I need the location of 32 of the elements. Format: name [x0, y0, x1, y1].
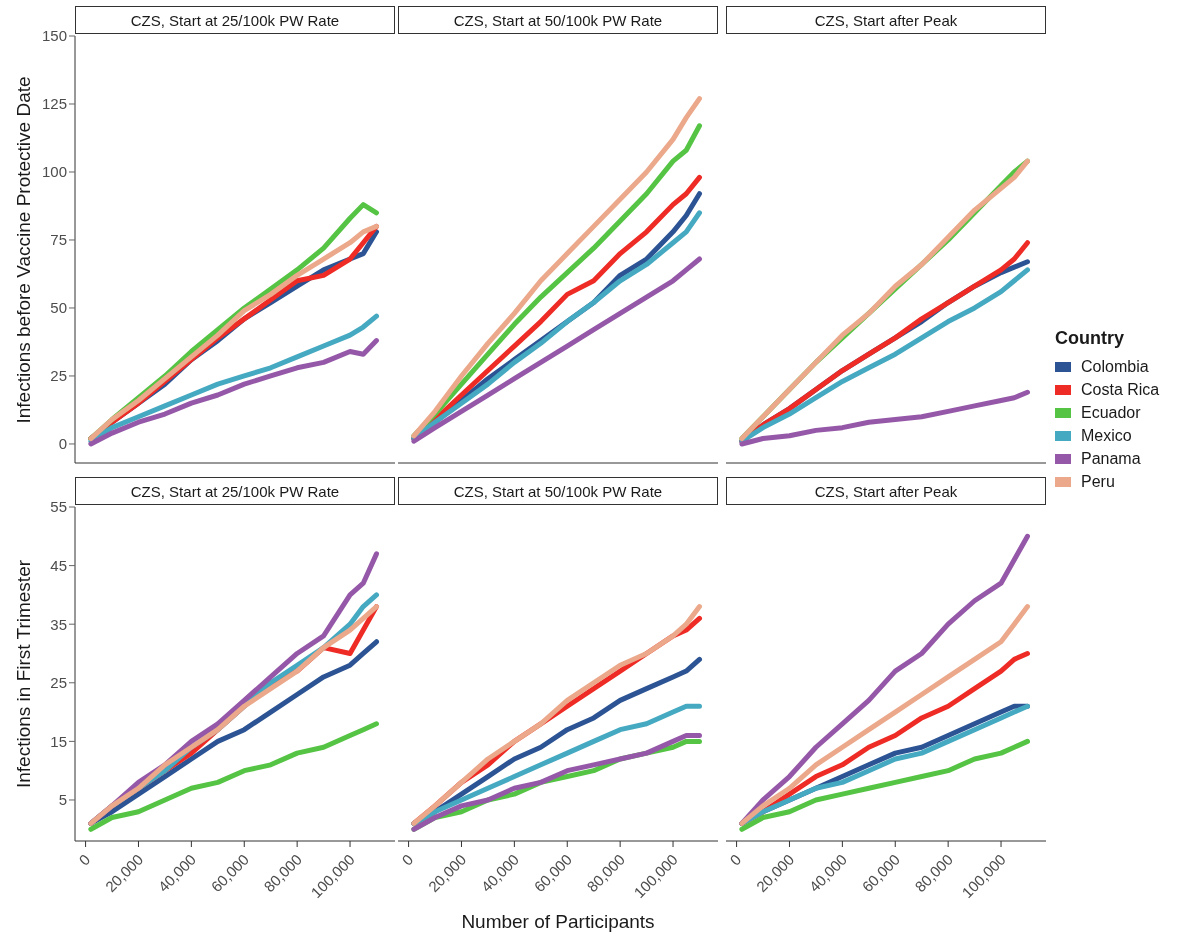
- x-axis-title: Number of Participants: [460, 911, 656, 933]
- legend-label: Panama: [1081, 449, 1141, 468]
- y-tick-label: 15: [50, 732, 67, 750]
- chart-title: CZS, Start after Peak: [726, 477, 1046, 505]
- y-tick-label: 100: [41, 163, 67, 181]
- chart-title: CZS, Start at 25/100k PW Rate: [75, 477, 395, 505]
- y-tick-label: 5: [58, 791, 67, 809]
- legend-title: Country: [1055, 328, 1125, 349]
- chart-title: CZS, Start at 50/100k PW Rate: [398, 477, 718, 505]
- legend-label: Costa Rica: [1081, 380, 1160, 399]
- legend-label: Mexico: [1081, 426, 1132, 445]
- chart-title: CZS, Start at 50/100k PW Rate: [398, 6, 718, 34]
- y-tick-label: 50: [50, 299, 67, 317]
- chart-title: CZS, Start after Peak: [726, 6, 1046, 34]
- x-tick-label: 0: [398, 850, 417, 869]
- y-axis-title: Infections before Vaccine Protective Date: [13, 75, 35, 424]
- y-axis-title: Infections in First Trimester: [13, 559, 35, 789]
- y-tick-label: 45: [50, 556, 67, 574]
- y-tick-label: 150: [41, 27, 67, 45]
- y-tick-label: 0: [58, 435, 67, 453]
- chart-title: CZS, Start at 25/100k PW Rate: [75, 6, 395, 34]
- legend-label: Ecuador: [1081, 403, 1141, 422]
- legend-label: Peru: [1081, 472, 1115, 491]
- y-tick-label: 125: [41, 95, 67, 113]
- y-tick-label: 35: [50, 615, 67, 633]
- y-tick-label: 25: [50, 674, 67, 692]
- x-tick-label: 0: [726, 850, 745, 869]
- y-tick-label: 75: [50, 231, 67, 249]
- x-tick-label: 0: [75, 850, 94, 869]
- y-tick-label: 25: [50, 367, 67, 385]
- legend-label: Colombia: [1081, 357, 1149, 376]
- y-tick-label: 55: [50, 498, 67, 516]
